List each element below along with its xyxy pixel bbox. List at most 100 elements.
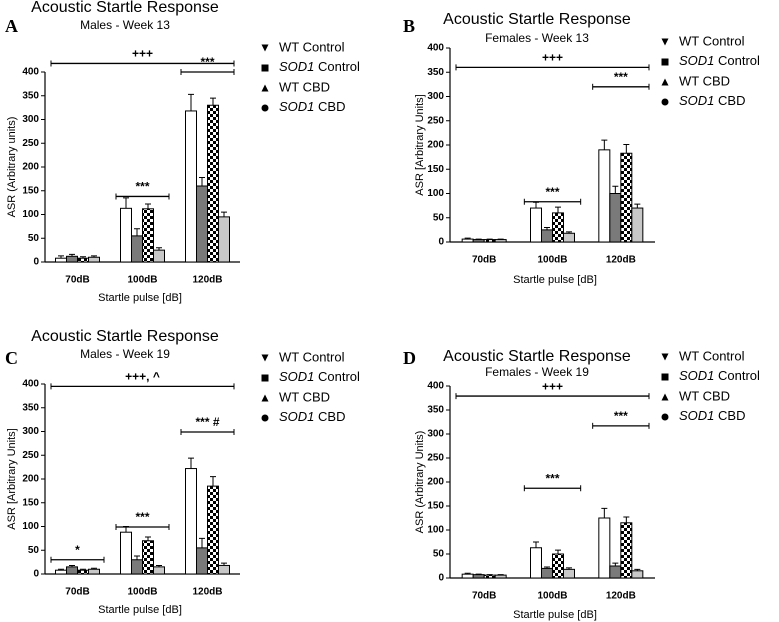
y-tick-label: 200	[427, 140, 444, 151]
error-bar	[464, 572, 471, 575]
error-bar	[199, 176, 205, 186]
legend-label: WT Control	[679, 348, 745, 363]
error-bar	[91, 567, 97, 570]
error-bar	[221, 211, 227, 217]
y-tick-label: 150	[22, 497, 39, 508]
bar	[483, 574, 496, 579]
bar	[541, 229, 553, 243]
x-axis-label: Startle pulse [dB]	[513, 609, 597, 621]
x-tick-label: 100dB	[127, 587, 157, 598]
bar	[530, 547, 542, 579]
y-tick-label: 100	[427, 525, 444, 536]
x-tick-label: 70dB	[65, 587, 89, 598]
bar	[153, 566, 165, 575]
legend-marker	[261, 84, 269, 92]
x-axis-label: Startle pulse [dB]	[513, 274, 597, 286]
panel-letter: A	[5, 16, 18, 36]
bar	[142, 540, 154, 575]
x-axis-label: Startle pulse [dB]	[98, 292, 182, 304]
y-axis-label: ASR [Arbitrary Units]	[414, 94, 426, 195]
bar	[598, 149, 611, 243]
panel-letter: C	[5, 348, 18, 368]
bar	[55, 257, 67, 263]
y-tick-label: 400	[22, 379, 39, 390]
legend-label: SOD1 Control	[279, 369, 360, 384]
y-tick-label: 300	[22, 114, 39, 125]
legend-marker	[661, 38, 669, 46]
x-tick-label: 120dB	[606, 591, 636, 602]
legend-marker	[261, 394, 269, 402]
bar	[563, 232, 575, 243]
bar	[631, 570, 644, 579]
bar	[472, 239, 485, 243]
chart-title: Acoustic Startle Response	[443, 348, 631, 365]
x-tick-label: 70dB	[472, 591, 496, 602]
bar	[218, 564, 230, 575]
error-bar	[156, 564, 162, 567]
y-tick-label: 350	[22, 402, 39, 413]
annotation: +++, ^	[125, 370, 160, 384]
y-tick-label: 0	[438, 237, 444, 248]
y-tick-label: 300	[427, 91, 444, 102]
error-bar	[134, 555, 140, 560]
legend-marker	[261, 104, 269, 112]
annotation: ***	[135, 510, 149, 524]
bar	[55, 569, 67, 575]
error-bar	[634, 203, 641, 209]
annotation: ***	[135, 180, 149, 194]
x-tick-label: 120dB	[192, 275, 222, 286]
error-bar	[210, 476, 216, 487]
y-tick-label: 200	[22, 162, 39, 173]
legend-marker	[261, 44, 269, 52]
x-tick-label: 100dB	[537, 591, 567, 602]
error-bar	[601, 139, 608, 150]
bar	[598, 517, 611, 579]
bar	[483, 239, 496, 243]
bar	[552, 553, 564, 579]
error-bar	[156, 247, 162, 251]
bar	[609, 193, 622, 243]
bar	[218, 216, 230, 263]
error-bar	[69, 253, 75, 257]
error-bar	[544, 566, 550, 569]
error-bar	[566, 567, 572, 570]
chart-subtitle: Females - Week 13	[485, 31, 589, 45]
legend-label: WT CBD	[279, 79, 330, 94]
legend-label: SOD1 Control	[679, 368, 760, 383]
legend-label: WT CBD	[679, 388, 730, 403]
bar	[494, 239, 507, 243]
y-tick-label: 250	[427, 453, 444, 464]
bar	[185, 468, 197, 575]
legend-label: SOD1 Control	[679, 53, 760, 68]
y-tick-label: 0	[33, 257, 39, 268]
y-tick-label: 150	[22, 185, 39, 196]
legend-marker	[661, 353, 669, 361]
bar	[131, 235, 143, 263]
error-bar	[566, 231, 572, 234]
legend-marker	[661, 373, 669, 381]
x-tick-label: 100dB	[127, 275, 157, 286]
error-bar	[623, 144, 630, 154]
error-bar	[145, 203, 151, 209]
y-axis-label: ASR (Arbitrary units)	[6, 117, 18, 218]
chart-panel: C Acoustic Startle Response Males - Week 1…	[5, 328, 360, 616]
legend-marker	[261, 354, 269, 362]
legend-marker	[261, 414, 269, 422]
bar	[77, 569, 89, 575]
error-bar	[533, 541, 539, 548]
error-bar	[221, 562, 227, 566]
error-bar	[601, 507, 608, 518]
bar	[207, 104, 219, 263]
error-bar	[210, 97, 216, 106]
y-tick-label: 0	[438, 573, 444, 584]
y-tick-label: 250	[22, 138, 39, 149]
x-tick-label: 100dB	[537, 255, 567, 266]
chart-subtitle: Males - Week 19	[80, 347, 170, 361]
bar	[88, 256, 100, 263]
error-bar	[623, 516, 630, 523]
annotation: *** #	[195, 415, 219, 429]
error-bar	[555, 206, 561, 213]
annotation: ***	[614, 70, 628, 84]
bar	[207, 485, 219, 575]
